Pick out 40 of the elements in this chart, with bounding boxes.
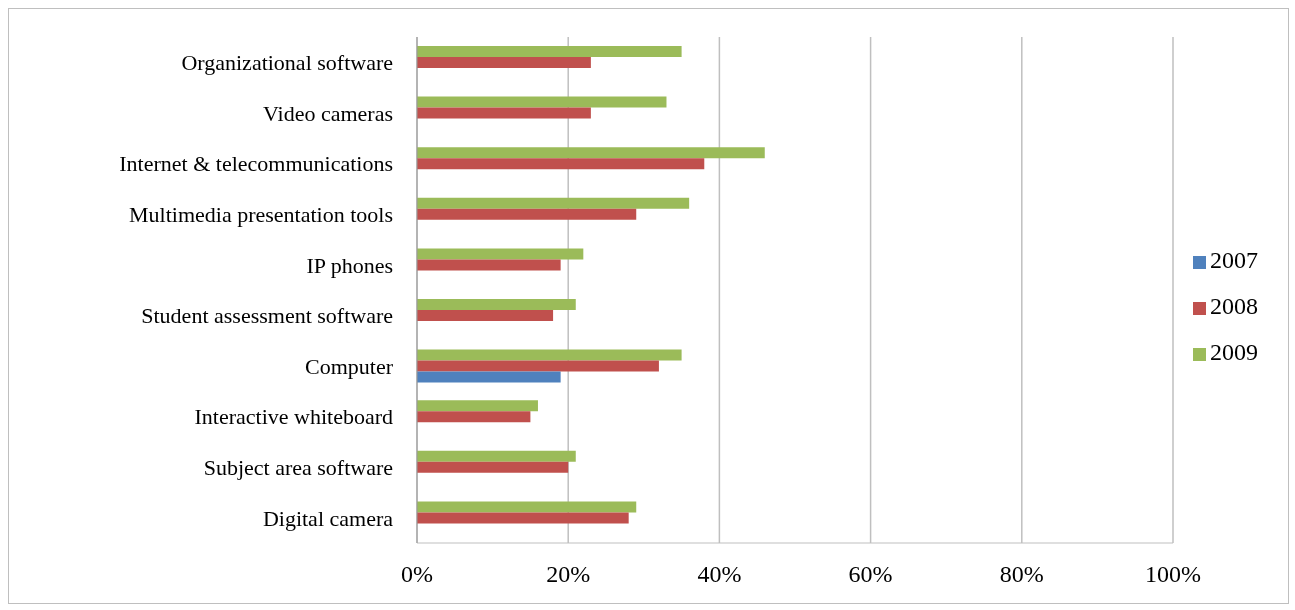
bar <box>417 248 584 260</box>
bar <box>417 512 629 524</box>
bar <box>417 96 667 108</box>
x-tick-label: 40% <box>697 561 742 588</box>
x-tick-label: 80% <box>999 561 1044 588</box>
y-tick-label: IP phones <box>306 252 393 278</box>
x-tick-label: 100% <box>1145 561 1201 588</box>
y-tick-label: Organizational software <box>181 50 393 76</box>
bar <box>417 501 637 513</box>
bar <box>417 208 637 220</box>
y-tick-label: Computer <box>305 353 394 379</box>
x-tick-label: 20% <box>546 561 591 588</box>
bar <box>417 299 576 310</box>
y-tick-label: Internet & telecommunications <box>119 151 393 177</box>
bar <box>417 310 554 321</box>
bar <box>417 46 682 57</box>
bar <box>417 461 569 473</box>
bar <box>417 147 765 159</box>
bar <box>417 400 538 412</box>
legend-label: 2009 <box>1210 339 1258 365</box>
y-tick-label: Multimedia presentation tools <box>129 201 393 227</box>
bar <box>417 158 705 170</box>
bar <box>417 57 591 68</box>
x-tick-label: 60% <box>848 561 893 588</box>
bar <box>417 411 531 423</box>
bar <box>417 349 682 361</box>
y-tick-label: Interactive whiteboard <box>194 404 393 430</box>
bar <box>417 371 561 383</box>
legend-label: 2008 <box>1210 293 1258 319</box>
bar <box>417 259 561 271</box>
y-tick-label: Subject area software <box>203 454 393 480</box>
bar <box>417 360 659 372</box>
bar <box>417 197 690 209</box>
x-tick-label: 0% <box>401 561 433 588</box>
legend-label: 2007 <box>1210 247 1258 273</box>
y-tick-label: Digital camera <box>262 505 394 531</box>
bar <box>417 450 576 462</box>
y-tick-label: Student assessment software <box>141 303 393 329</box>
y-tick-label: Video cameras <box>262 100 393 126</box>
bar <box>417 107 591 119</box>
